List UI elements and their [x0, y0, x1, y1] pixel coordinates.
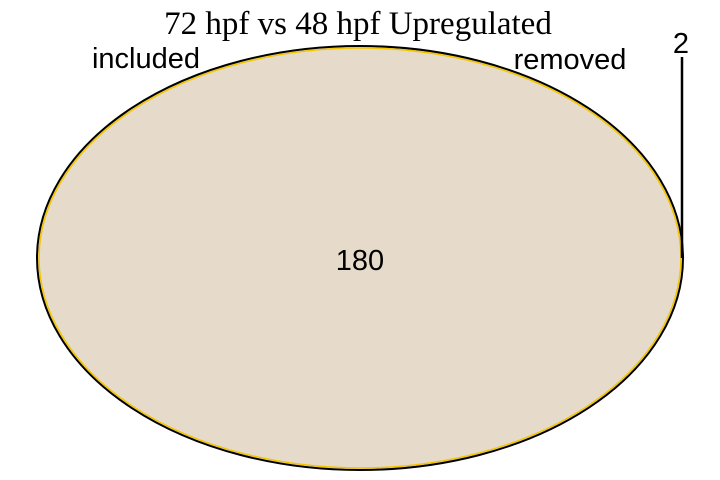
included-count: 180: [336, 245, 384, 277]
removed-count: 2: [673, 28, 689, 60]
included-set-label: included: [92, 43, 200, 75]
removed-set-label: removed: [514, 44, 627, 76]
diagram-title: 72 hpf vs 48 hpf Upregulated: [164, 6, 552, 42]
